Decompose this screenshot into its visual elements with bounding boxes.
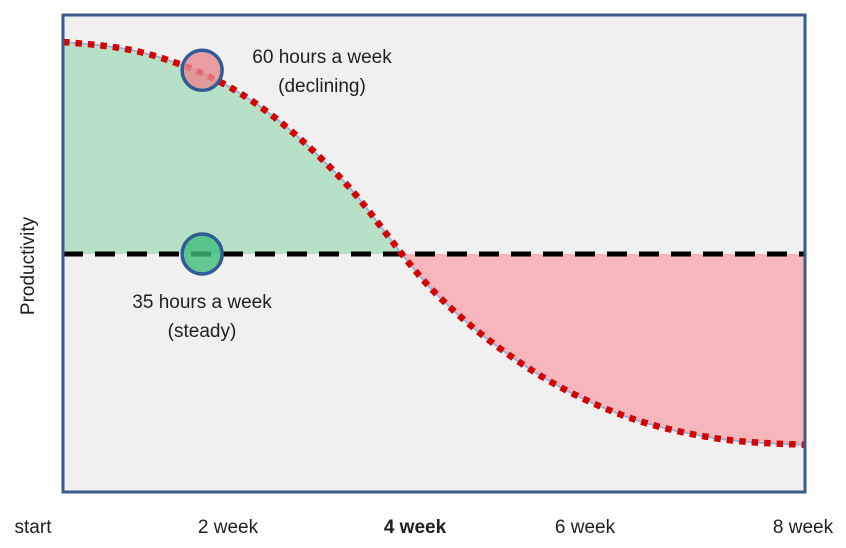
plot-border [61, 13, 807, 494]
x-tick-2-week: 2 week [197, 517, 259, 538]
y-axis-label: Productivity [18, 216, 39, 316]
marker-steady [180, 232, 224, 276]
x-tick-4-week: 4 week [383, 517, 447, 538]
annotation-steady: 35 hours a week (steady) [132, 288, 271, 346]
annotation-declining: 60 hours a week (declining) [252, 43, 391, 101]
x-tick-6-week: 6 week [554, 517, 616, 538]
x-tick-8-week: 8 week [772, 517, 834, 538]
annotation-declining-line2: (declining) [278, 76, 366, 97]
annotation-declining-line1: 60 hours a week [252, 47, 392, 68]
annotation-steady-line1: 35 hours a week [132, 292, 272, 313]
annotation-steady-line2: (steady) [167, 321, 237, 342]
marker-declining [180, 48, 224, 93]
surplus-region [63, 42, 402, 254]
deficit-region [401, 254, 805, 445]
x-tick-start: start [14, 517, 52, 538]
